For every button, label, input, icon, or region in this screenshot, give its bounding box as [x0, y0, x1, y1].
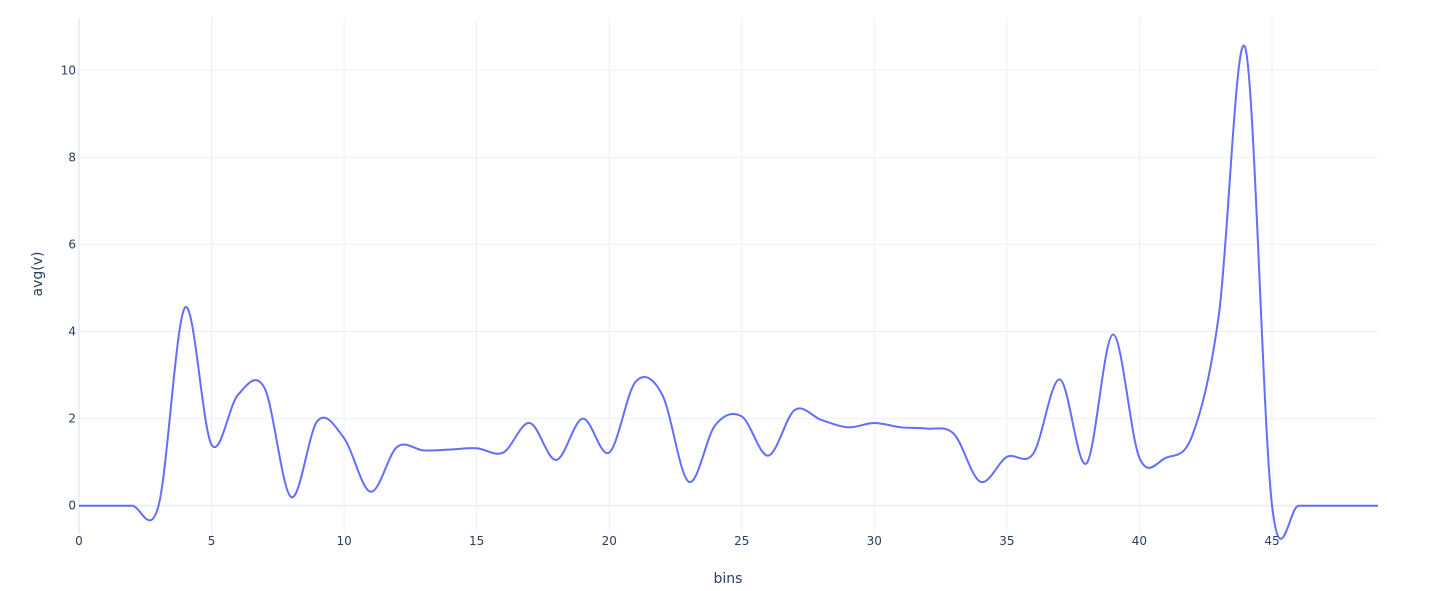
- y-tick-label: 4: [68, 325, 76, 339]
- x-tick-label: 5: [208, 534, 216, 548]
- x-tick-label: 35: [999, 534, 1014, 548]
- plot-area: [79, 44, 1378, 540]
- x-tick-label: 30: [867, 534, 882, 548]
- x-tick-label: 10: [336, 534, 351, 548]
- x-tick-label: 25: [734, 534, 749, 548]
- x-tick-label: 40: [1132, 534, 1147, 548]
- y-axis-tick-labels: 0 2 4 6 8 10: [61, 63, 76, 512]
- x-tick-label: 45: [1264, 534, 1279, 548]
- grid-lines: [78, 18, 1378, 534]
- y-axis-title: avg(v): [30, 252, 46, 297]
- x-axis-tick-labels: 0 5 10 15 20 25 30 35 40 45: [75, 534, 1279, 548]
- x-axis-title: bins: [714, 571, 743, 587]
- y-tick-label: 0: [68, 499, 76, 513]
- x-tick-label: 0: [75, 534, 83, 548]
- y-tick-label: 2: [68, 412, 76, 426]
- x-tick-label: 15: [469, 534, 484, 548]
- y-tick-label: 6: [68, 237, 76, 251]
- x-tick-label: 20: [602, 534, 617, 548]
- y-tick-label: 10: [61, 63, 76, 77]
- series-line: [79, 44, 1378, 540]
- y-tick-label: 8: [68, 150, 76, 164]
